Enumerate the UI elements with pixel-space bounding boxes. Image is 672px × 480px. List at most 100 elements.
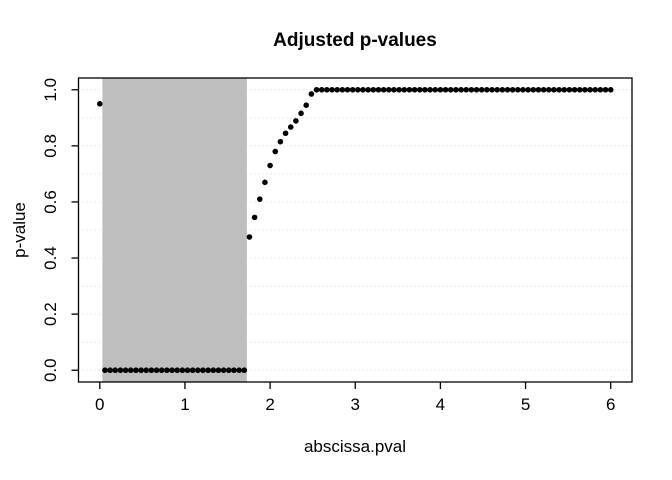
data-point: [370, 86, 377, 93]
data-point: [277, 138, 284, 145]
data-point: [401, 86, 408, 93]
data-point: [256, 196, 263, 202]
data-point: [535, 86, 542, 93]
x-tick-label: 6: [606, 395, 615, 414]
data-point: [484, 86, 490, 93]
data-point: [375, 86, 382, 93]
data-point: [489, 86, 495, 93]
data-point: [303, 102, 310, 109]
data-point: [122, 367, 129, 374]
data-point: [458, 86, 464, 93]
data-point: [416, 86, 423, 93]
data-point: [96, 101, 103, 107]
data-point: [571, 86, 578, 93]
data-point: [566, 86, 573, 93]
data-point: [138, 367, 144, 374]
data-point: [447, 86, 454, 93]
data-point: [117, 367, 124, 374]
data-point: [318, 86, 325, 93]
x-tick-label: 3: [351, 395, 360, 414]
data-point: [380, 86, 387, 93]
y-tick-label: 0.4: [41, 246, 60, 270]
data-point: [241, 367, 248, 374]
data-point: [442, 86, 449, 93]
data-point: [551, 86, 557, 93]
data-point: [411, 86, 418, 93]
y-axis: 0.0 0.2 0.4 0.6 0.8 1.0: [41, 78, 79, 382]
data-point: [607, 86, 614, 93]
data-point: [556, 86, 562, 93]
data-point: [473, 86, 480, 93]
data-point: [231, 367, 237, 374]
data-point: [200, 367, 206, 374]
data-point: [494, 86, 500, 93]
data-point: [349, 86, 356, 93]
data-point: [478, 86, 485, 93]
data-point: [391, 86, 397, 93]
data-point: [437, 86, 444, 93]
data-point: [396, 86, 402, 93]
y-tick-label: 0.6: [41, 190, 60, 214]
data-point: [468, 86, 475, 93]
data-point: [143, 367, 150, 374]
data-point: [324, 86, 330, 93]
data-point: [592, 86, 599, 93]
x-tick-label: 4: [436, 395, 445, 414]
x-axis-label: abscissa.pval: [304, 437, 406, 456]
data-point: [164, 367, 170, 374]
y-tick-label: 0.8: [41, 134, 60, 158]
shaded-region: [102, 78, 247, 382]
shaded-region-group: [102, 78, 247, 382]
data-point: [298, 110, 304, 117]
plot-title: Adjusted p-values: [273, 30, 437, 51]
data-point: [587, 86, 593, 93]
data-point: [153, 367, 160, 374]
data-point: [226, 367, 232, 374]
data-point: [184, 367, 191, 374]
data-point: [597, 86, 604, 93]
data-point: [210, 367, 217, 374]
data-point: [133, 367, 139, 374]
data-point: [365, 86, 371, 93]
data-point: [355, 86, 361, 93]
data-point: [339, 86, 346, 93]
data-point: [308, 91, 315, 97]
data-point: [189, 367, 196, 374]
data-point: [504, 86, 511, 93]
data-point: [179, 367, 186, 374]
data-point: [220, 367, 227, 374]
data-point: [515, 86, 521, 93]
data-point: [602, 86, 609, 93]
y-tick-label: 1.0: [41, 78, 60, 102]
data-point: [530, 86, 537, 93]
data-point: [453, 86, 459, 93]
data-point: [174, 367, 181, 374]
y-axis-label: p-value: [10, 202, 29, 258]
data-point: [246, 234, 253, 240]
data-point: [499, 86, 506, 93]
data-point: [293, 118, 299, 124]
data-point: [215, 367, 222, 374]
data-point: [267, 162, 273, 169]
data-point: [520, 86, 526, 93]
data-point: [561, 86, 568, 93]
data-point: [158, 367, 165, 374]
data-point: [287, 124, 294, 130]
data-point: [525, 86, 531, 93]
x-tick-label: 5: [521, 395, 530, 414]
data-point: [262, 179, 268, 186]
data-point: [432, 86, 439, 93]
data-point: [509, 86, 516, 93]
data-point: [329, 86, 335, 93]
data-point: [545, 86, 552, 93]
data-point: [282, 130, 289, 137]
x-axis: 0 1 2 3 4 5 6: [95, 382, 615, 414]
data-point: [582, 86, 588, 93]
x-tick-label: 1: [180, 395, 189, 414]
data-point: [102, 367, 108, 374]
data-point: [251, 214, 258, 221]
data-points: [96, 86, 614, 374]
data-point: [540, 86, 547, 93]
